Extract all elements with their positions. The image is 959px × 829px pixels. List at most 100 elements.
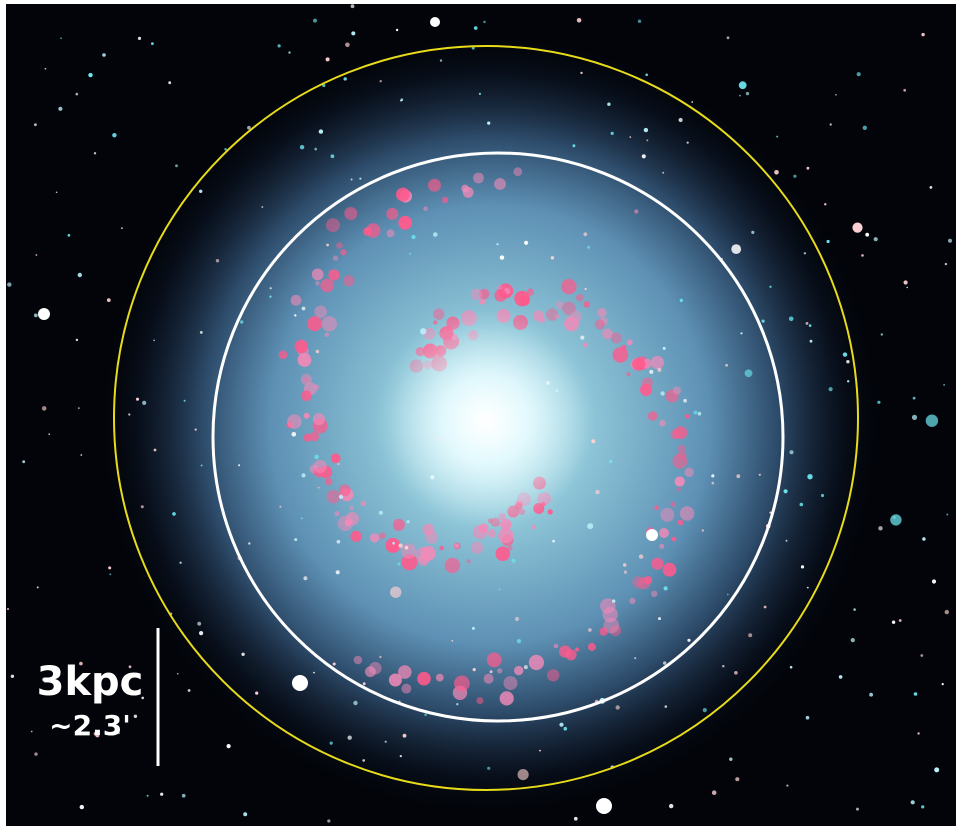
hii-region (528, 654, 545, 671)
hii-region (400, 543, 417, 559)
star (335, 570, 340, 575)
star (574, 816, 578, 821)
hii-region (396, 187, 410, 202)
star (146, 794, 149, 797)
star (799, 502, 804, 507)
hii-region (439, 545, 444, 551)
star (80, 454, 83, 456)
star (576, 18, 582, 23)
star (846, 360, 850, 364)
hii-region (559, 645, 572, 658)
hii-region (417, 671, 431, 686)
hii-region (659, 419, 666, 427)
star (789, 665, 793, 669)
star (664, 705, 668, 708)
star (697, 411, 702, 416)
hii-region (514, 290, 530, 307)
hii-region (385, 537, 401, 553)
star (595, 489, 600, 495)
star (55, 191, 58, 194)
star (786, 784, 789, 787)
star (496, 243, 499, 246)
star (584, 287, 587, 291)
star (199, 631, 204, 636)
hii-region (326, 489, 341, 504)
star (93, 731, 98, 736)
star (658, 617, 661, 621)
star (451, 639, 454, 642)
hii-region (441, 196, 449, 204)
hii-region (345, 511, 359, 526)
star (623, 563, 627, 567)
hii-region (388, 673, 402, 687)
star (580, 335, 585, 340)
star (944, 262, 948, 266)
hii-region (643, 576, 653, 585)
hii-region (632, 576, 645, 589)
hii-region (576, 294, 584, 302)
star (660, 391, 665, 396)
star (255, 691, 259, 695)
hii-region (685, 414, 690, 419)
star (397, 562, 401, 566)
hii-region (349, 505, 354, 511)
star (67, 233, 71, 237)
hii-region (312, 413, 326, 426)
star (345, 42, 350, 48)
star (200, 464, 203, 467)
star (740, 332, 743, 335)
star (362, 759, 366, 762)
star (36, 586, 39, 589)
star (878, 526, 883, 531)
star (35, 254, 38, 256)
hii-region (654, 505, 659, 511)
hii-region (479, 298, 486, 305)
star (128, 665, 132, 669)
star (826, 239, 830, 244)
star (806, 586, 809, 589)
star (399, 755, 402, 758)
star (921, 32, 925, 37)
star (711, 790, 717, 795)
star (317, 486, 320, 489)
star (587, 245, 591, 249)
star (776, 135, 779, 138)
star (498, 588, 501, 591)
hii-region (594, 319, 605, 330)
star (906, 286, 908, 289)
star (194, 428, 197, 431)
star (587, 523, 594, 530)
hii-region (386, 207, 399, 220)
star (829, 123, 832, 126)
hii-region (470, 288, 483, 301)
star (79, 804, 85, 810)
hii-region (435, 673, 444, 682)
star (745, 91, 750, 96)
star (880, 333, 883, 336)
star (921, 805, 925, 809)
star (34, 123, 37, 127)
star (828, 387, 833, 392)
hii-region (476, 697, 484, 705)
star (711, 474, 715, 478)
star (197, 621, 202, 626)
hii-region (487, 529, 497, 539)
hii-region (297, 353, 312, 367)
hii-region (343, 275, 355, 287)
star (93, 152, 97, 155)
star (329, 741, 333, 745)
scale-length: 3kpc (37, 659, 144, 705)
hii-region (561, 278, 577, 295)
star (48, 433, 51, 436)
star (922, 537, 926, 541)
star (588, 628, 592, 632)
star (224, 148, 227, 151)
star (314, 147, 318, 151)
star (748, 633, 753, 638)
star (141, 696, 144, 700)
star (362, 682, 366, 686)
star (402, 733, 407, 738)
star (751, 230, 755, 234)
hii-region (503, 676, 518, 691)
star (390, 586, 402, 598)
